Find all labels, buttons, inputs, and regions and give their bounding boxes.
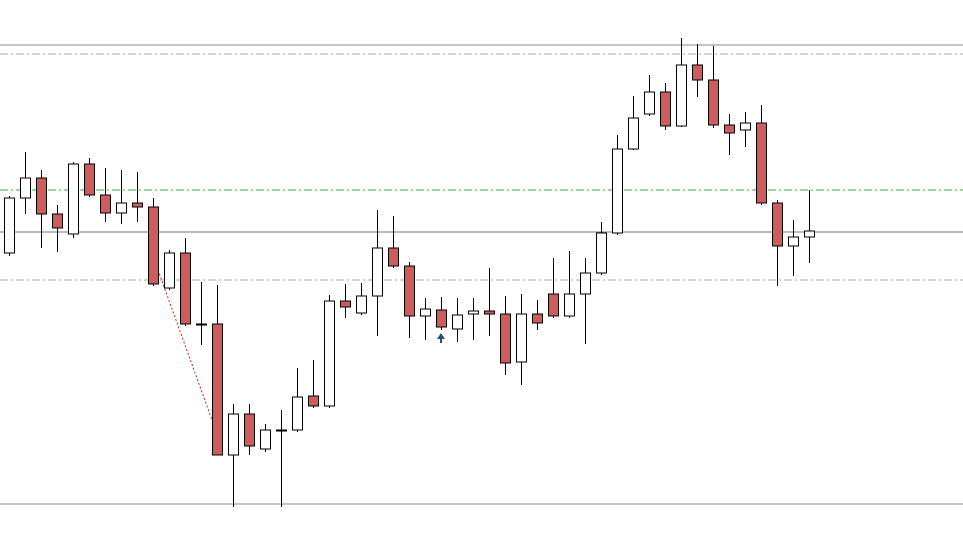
candle-body: [68, 163, 79, 235]
candle-body: [404, 265, 415, 317]
candle-body: [228, 413, 239, 456]
candle-body: [468, 310, 479, 315]
candle-body: [420, 308, 431, 317]
candle-body: [84, 163, 95, 196]
trend-line: [157, 269, 213, 421]
candle-body: [548, 293, 559, 317]
candle-body: [532, 313, 543, 324]
candle-body: [100, 194, 111, 214]
candle-body: [676, 64, 687, 127]
candle-body: [244, 413, 255, 447]
candle-body: [644, 91, 655, 115]
candle-body: [292, 396, 303, 431]
candle-body: [20, 177, 31, 199]
arrow-marker: [437, 333, 445, 343]
candle-body: [452, 314, 463, 330]
candle-body: [388, 247, 399, 267]
candle-body: [116, 202, 127, 214]
candle-body: [52, 213, 63, 229]
candle-body: [164, 252, 175, 289]
candle-body: [500, 313, 511, 364]
candle-body: [276, 429, 287, 432]
candle-body: [148, 206, 159, 285]
candle-body: [516, 313, 527, 363]
candle-body: [804, 230, 815, 238]
candle-body: [436, 309, 447, 328]
candle-body: [324, 300, 335, 407]
candle-body: [692, 64, 703, 81]
candle-body: [372, 247, 383, 297]
candle-body: [132, 202, 143, 208]
candle-body: [196, 323, 207, 326]
candle-body: [340, 300, 351, 308]
candle-body: [484, 310, 495, 315]
candle-body: [596, 232, 607, 274]
candle-body: [4, 197, 15, 254]
candle-body: [212, 323, 223, 456]
candle-body: [708, 79, 719, 126]
candle-body: [756, 122, 767, 204]
candle-body: [612, 148, 623, 234]
candle-body: [36, 177, 47, 215]
candle-body: [788, 236, 799, 247]
candle-body: [740, 122, 751, 131]
candle-body: [724, 124, 735, 134]
candle-body: [628, 117, 639, 150]
candle-body: [260, 429, 271, 450]
candle-body: [580, 272, 591, 295]
candle-body: [356, 295, 367, 314]
candle-body: [660, 91, 671, 127]
candle-body: [308, 395, 319, 407]
candle-body: [772, 202, 783, 247]
candle-body: [564, 293, 575, 317]
candle-body: [180, 252, 191, 325]
